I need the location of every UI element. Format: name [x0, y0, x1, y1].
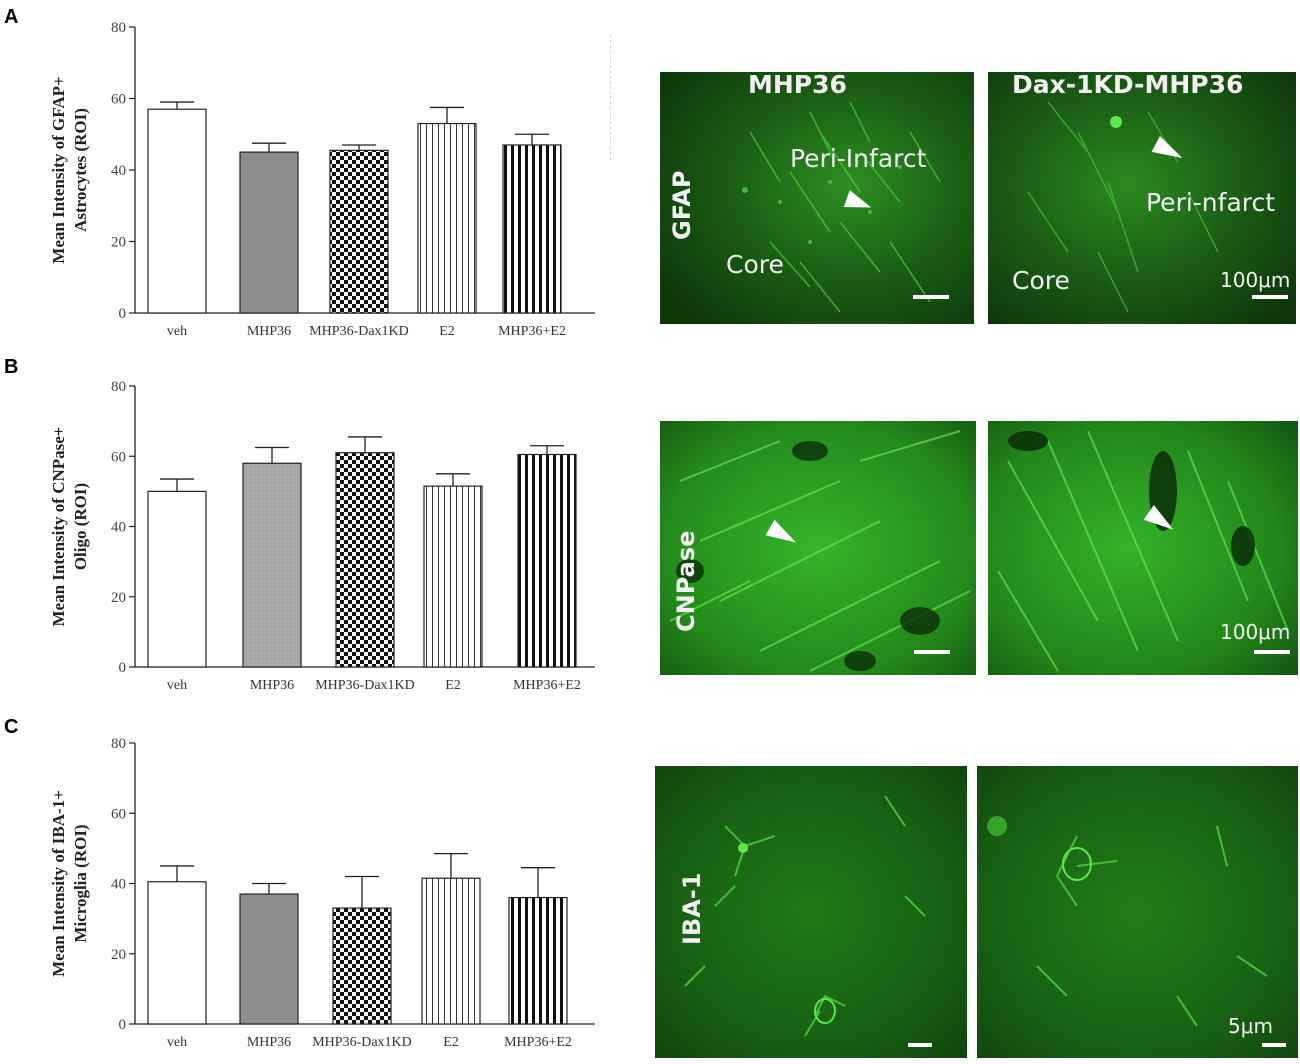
micrograph-cnpase-dax1kd [988, 421, 1298, 675]
region-label-peri-infarct: Peri-Infarct [790, 144, 927, 173]
panel-letter-a: A [4, 6, 19, 28]
category-label: E2 [439, 324, 455, 339]
core-label-right: Core [1012, 266, 1070, 295]
y-tick-label: 0 [119, 306, 127, 322]
y-tick-label: 60 [111, 449, 126, 465]
category-label: veh [167, 324, 187, 339]
bar-mhp36-dax1kd [332, 907, 392, 1025]
bar-veh [147, 490, 207, 668]
scale-label-a: 100μm [1220, 268, 1291, 292]
y-tick-label: 20 [111, 235, 126, 251]
bar-mhp36 [239, 893, 299, 1025]
bar-mhp36 [239, 151, 299, 314]
bar-e2 [423, 485, 483, 668]
scale-bar-b-right [1254, 650, 1290, 654]
bar-mhp36-dax1kd [335, 452, 395, 668]
bar-mhp36-dax1kd [329, 149, 389, 314]
y-tick-label: 80 [111, 736, 126, 752]
bar-mhp36 [242, 462, 302, 668]
category-label: MHP36-Dax1KD [312, 1035, 412, 1050]
y-tick-label: 20 [111, 947, 126, 963]
category-label: MHP36+E2 [504, 1035, 572, 1050]
micrograph-gfap-mhp36 [660, 72, 974, 324]
bar-chart-cnpase: 0 20 40 60 80 Mean Intensity of CNPase+ Oligo … [49, 379, 595, 693]
category-label: MHP36 [247, 1035, 291, 1050]
micrograph-cnpase-mhp36 [660, 421, 976, 675]
y-tick-label: 40 [111, 520, 126, 536]
y-tick-label: 40 [111, 163, 126, 179]
stain-label-iba1: IBA-1 [678, 872, 706, 945]
bar-chart-iba1: 0 20 40 60 80 Mean Intensity of IBA-1+ Microgl… [49, 736, 595, 1050]
divider-line [610, 35, 611, 160]
y-tick-label: 80 [111, 379, 126, 395]
category-label: MHP36-Dax1KD [315, 678, 415, 693]
title-mhp36: MHP36 [748, 70, 847, 99]
bar-e2 [417, 122, 477, 314]
scale-bar-b-left [914, 650, 950, 654]
category-label: MHP36-Dax1KD [309, 324, 409, 339]
y-axis-label-line2: Oligo (ROI) [71, 483, 90, 570]
category-label: MHP36+E2 [513, 678, 581, 693]
y-tick-label: 0 [119, 660, 127, 676]
bar-mhp36-e2 [508, 896, 568, 1025]
scale-label-b: 100μm [1220, 620, 1291, 644]
scale-label-c: 5μm [1228, 1014, 1273, 1038]
category-label: veh [167, 678, 187, 693]
category-label: MHP36 [247, 324, 291, 339]
y-axis-label-line2: Astrocytes (ROI) [71, 108, 90, 232]
y-axis-label: Mean Intensity of IBA-1+ [49, 790, 68, 977]
bar-chart-gfap: 0 20 40 60 80 Mean Intensity of GFAP+ Astrocyt… [49, 20, 595, 339]
region-label-peri-nfarct: Peri-nfarct [1146, 188, 1276, 217]
y-tick-label: 0 [119, 1017, 127, 1033]
scale-bar-a-left [913, 295, 949, 299]
y-axis-label-line2: Microglia (ROI) [71, 824, 90, 942]
category-label: E2 [443, 1035, 459, 1050]
scale-bar-c-right [1262, 1043, 1286, 1047]
stain-label-cnpase: CNPase [672, 530, 700, 632]
panel-letter-c: C [4, 716, 19, 738]
core-label-left: Core [726, 250, 784, 279]
category-label: veh [167, 1035, 187, 1050]
micrograph-iba1-dax1kd [977, 766, 1298, 1058]
bar-veh [147, 108, 207, 314]
bar-e2 [421, 877, 481, 1025]
bar-mhp36-e2 [517, 453, 577, 668]
scale-bar-a-right [1252, 295, 1288, 299]
category-label: MHP36+E2 [498, 324, 566, 339]
scale-bar-c-left [908, 1043, 932, 1047]
y-tick-label: 60 [111, 92, 126, 108]
micrograph-iba1-mhp36 [655, 766, 967, 1058]
title-dax1kd-mhp36: Dax-1KD-MHP36 [1012, 70, 1244, 99]
y-axis-label: Mean Intensity of CNPase+ [49, 427, 68, 627]
y-tick-label: 80 [111, 20, 126, 36]
stain-label-gfap: GFAP [668, 170, 696, 240]
bar-veh [147, 881, 207, 1025]
y-tick-label: 60 [111, 806, 126, 822]
category-label: MHP36 [250, 678, 294, 693]
y-axis-label: Mean Intensity of GFAP+ [49, 76, 68, 263]
bar-mhp36-e2 [502, 144, 562, 314]
category-label: E2 [445, 678, 461, 693]
panel-letter-b: B [4, 356, 19, 378]
y-tick-label: 40 [111, 877, 126, 893]
micrograph-gfap-dax1kd [988, 72, 1296, 324]
y-tick-label: 20 [111, 590, 126, 606]
